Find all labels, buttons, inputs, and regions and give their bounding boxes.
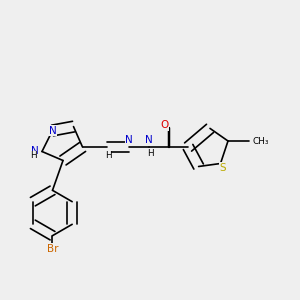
Text: N: N [49,125,56,136]
Text: N: N [31,146,38,157]
Text: Br: Br [47,244,58,254]
Text: N: N [145,135,152,146]
Text: N: N [125,135,133,146]
Text: H: H [30,152,37,160]
Text: O: O [160,120,168,130]
Text: H: H [148,149,154,158]
Text: CH₃: CH₃ [253,136,269,146]
Text: H: H [105,152,111,160]
Text: S: S [220,163,226,173]
